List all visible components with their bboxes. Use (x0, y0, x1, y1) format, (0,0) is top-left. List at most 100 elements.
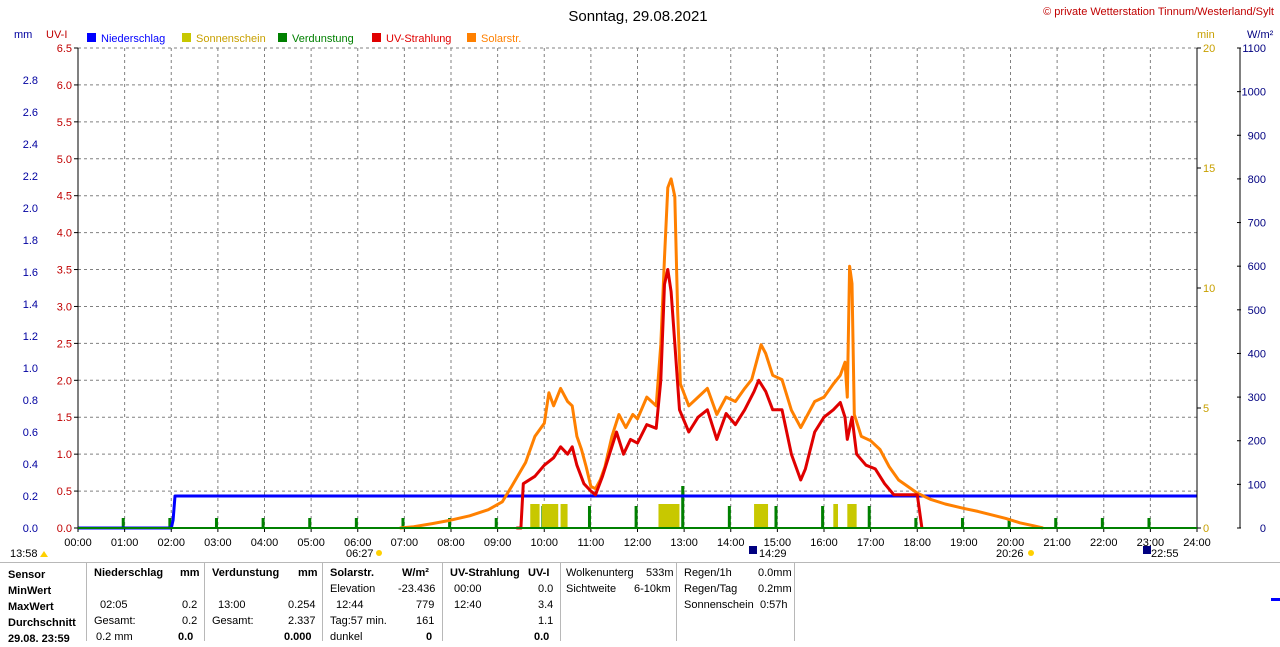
verdunstung-total-value: 2.337 (288, 615, 316, 627)
uv-max-time: 12:40 (454, 599, 482, 611)
x-tick-label: 05:00 (297, 537, 325, 549)
sunrise-sun-icon (376, 550, 382, 556)
x-tick-label: 17:00 (857, 537, 885, 549)
chart-grid (78, 47, 1197, 528)
sunshine-bar (754, 504, 769, 528)
moonrise-label: 14:29 (759, 548, 787, 560)
evaporation-bar (774, 506, 778, 528)
uv-tick-label: 3.5 (57, 265, 72, 277)
sunrise-label: 06:27 (346, 548, 374, 560)
wm2-tick-label: 500 (1248, 305, 1266, 317)
evaporation-bar (587, 506, 591, 528)
wm2-tick-label: 800 (1248, 174, 1266, 186)
stats-wolken: Wolkenunterg 533m Sichtweite 6-10km (560, 563, 677, 641)
mm-tick-label: 1.6 (23, 267, 38, 279)
x-tick-label: 14:00 (717, 537, 745, 549)
min-tick-label: 0 (1203, 523, 1209, 535)
wm2-tick-label: 200 (1248, 436, 1266, 448)
solar-day-value: 161 (416, 615, 435, 627)
mm-tick-label: 2.8 (23, 75, 38, 87)
solar-dark-value: 0 (426, 631, 433, 643)
niederschlag-last-num: 0.0 (178, 631, 194, 643)
verdunstung-unit: mm (298, 567, 318, 579)
wolken-label: Wolkenunterg (566, 567, 634, 579)
niederschlag-total-label: Gesamt: (94, 615, 136, 627)
wm2-tick-label: 100 (1248, 479, 1266, 491)
mm-tick-label: 2.4 (23, 139, 38, 151)
evaporation-bar (448, 518, 452, 528)
wm2-tick-label: 900 (1248, 130, 1266, 142)
legend-label-verdunstung: Verdunstung (292, 33, 354, 45)
solar-unit: W/m² (402, 567, 429, 579)
legend-label-sonnenschein: Sonnenschein (196, 33, 266, 45)
moonset-label: 22:55 (1151, 548, 1179, 560)
uv-min-time: 00:00 (454, 583, 482, 595)
sunshine-bar (658, 504, 680, 528)
mm-tick-label: 2.6 (23, 107, 38, 119)
mm-tick-label: 0.8 (23, 395, 38, 407)
uv-tick-label: 0.5 (57, 486, 72, 498)
legend-swatch-sonnenschein (182, 33, 191, 42)
sunshine-bar (560, 504, 568, 528)
uv-tick-label: 1.0 (57, 449, 72, 461)
uv-tick-label: 0.0 (57, 523, 72, 535)
uv-tick-label: 4.5 (57, 191, 72, 203)
evaporation-bar (960, 518, 964, 528)
legend-swatch-verdunstung (278, 33, 287, 42)
uv-tick-label: 2.0 (57, 375, 72, 387)
separator-line (0, 562, 1280, 563)
evaporation-bar (727, 506, 731, 528)
min-tick-label: 5 (1203, 403, 1209, 415)
stats-uv: UV-Strahlung UV-I 00:00 0.0 12:40 3.4 1.… (442, 563, 561, 643)
x-tick-label: 03:00 (204, 537, 232, 549)
verdunstung-last-num: 0.000 (284, 631, 312, 643)
uv-max-value: 3.4 (538, 599, 554, 611)
evaporation-bar (1007, 518, 1011, 528)
x-tick-label: 10:00 (530, 537, 558, 549)
niederschlag-title: Niederschlag (94, 567, 164, 579)
niederschlag-total-value: 0.2 (182, 615, 198, 627)
min-tick-label: 15 (1203, 163, 1215, 175)
verdunstung-total-label: Gesamt: (212, 615, 254, 627)
moonrise-icon (749, 546, 757, 554)
evaporation-bar (308, 518, 312, 528)
uv-tick-label: 5.5 (57, 117, 72, 129)
x-tick-label: 06:00 (344, 537, 372, 549)
x-tick-label: 15:00 (764, 537, 792, 549)
mm-tick-label: 0.2 (23, 491, 38, 503)
uv-unit: UV-I (528, 567, 550, 579)
uv-tick-label: 5.0 (57, 154, 72, 166)
wm2-tick-label: 1100 (1242, 43, 1266, 55)
unit-min-label: min (1197, 29, 1215, 41)
sunset-sun-icon (1028, 550, 1034, 556)
legend-swatch-solar (467, 33, 476, 42)
wm2-tick-label: 600 (1248, 261, 1266, 273)
mm-tick-label: 1.8 (23, 235, 38, 247)
wm2-tick-label: 400 (1248, 348, 1266, 360)
uv-avg-value: 1.1 (538, 615, 554, 627)
evaporation-bar (1100, 518, 1104, 528)
niederschlag-max-value: 0.2 (182, 599, 198, 611)
evaporation-bar (494, 518, 498, 528)
solar-title: Solarstr. (330, 567, 375, 579)
evaporation-bar (821, 506, 825, 528)
regen-1h-label: Regen/1h (684, 567, 732, 579)
unit-wm2-label: W/m² (1247, 29, 1274, 41)
wm2-tick-label: 0 (1260, 523, 1266, 535)
evaporation-bar (168, 518, 172, 528)
x-tick-label: 12:00 (624, 537, 652, 549)
mm-tick-label: 0.6 (23, 427, 38, 439)
uv-tick-label: 6.0 (57, 80, 72, 92)
verdunstung-max-value: 0.254 (288, 599, 316, 611)
mm-tick-label: 1.2 (23, 331, 38, 343)
mm-tick-label: 1.0 (23, 363, 38, 375)
uv-tick-label: 2.5 (57, 338, 72, 350)
sunshine-bar (530, 504, 540, 528)
legend-swatch-niederschlag (87, 33, 96, 42)
min-time-label: 13:58 (10, 548, 38, 560)
legend-label-uv: UV-Strahlung (386, 33, 451, 45)
niederschlag-max-time: 02:05 (100, 599, 128, 611)
weather-chart: 00:00 01:00 02:00 03:00 04:00 05:00 06:00 07:00… (10, 6, 1274, 560)
niederschlag-unit: mm (180, 567, 200, 579)
chart-legend: Niederschlag Sonnenschein Verdunstung UV… (87, 33, 521, 45)
